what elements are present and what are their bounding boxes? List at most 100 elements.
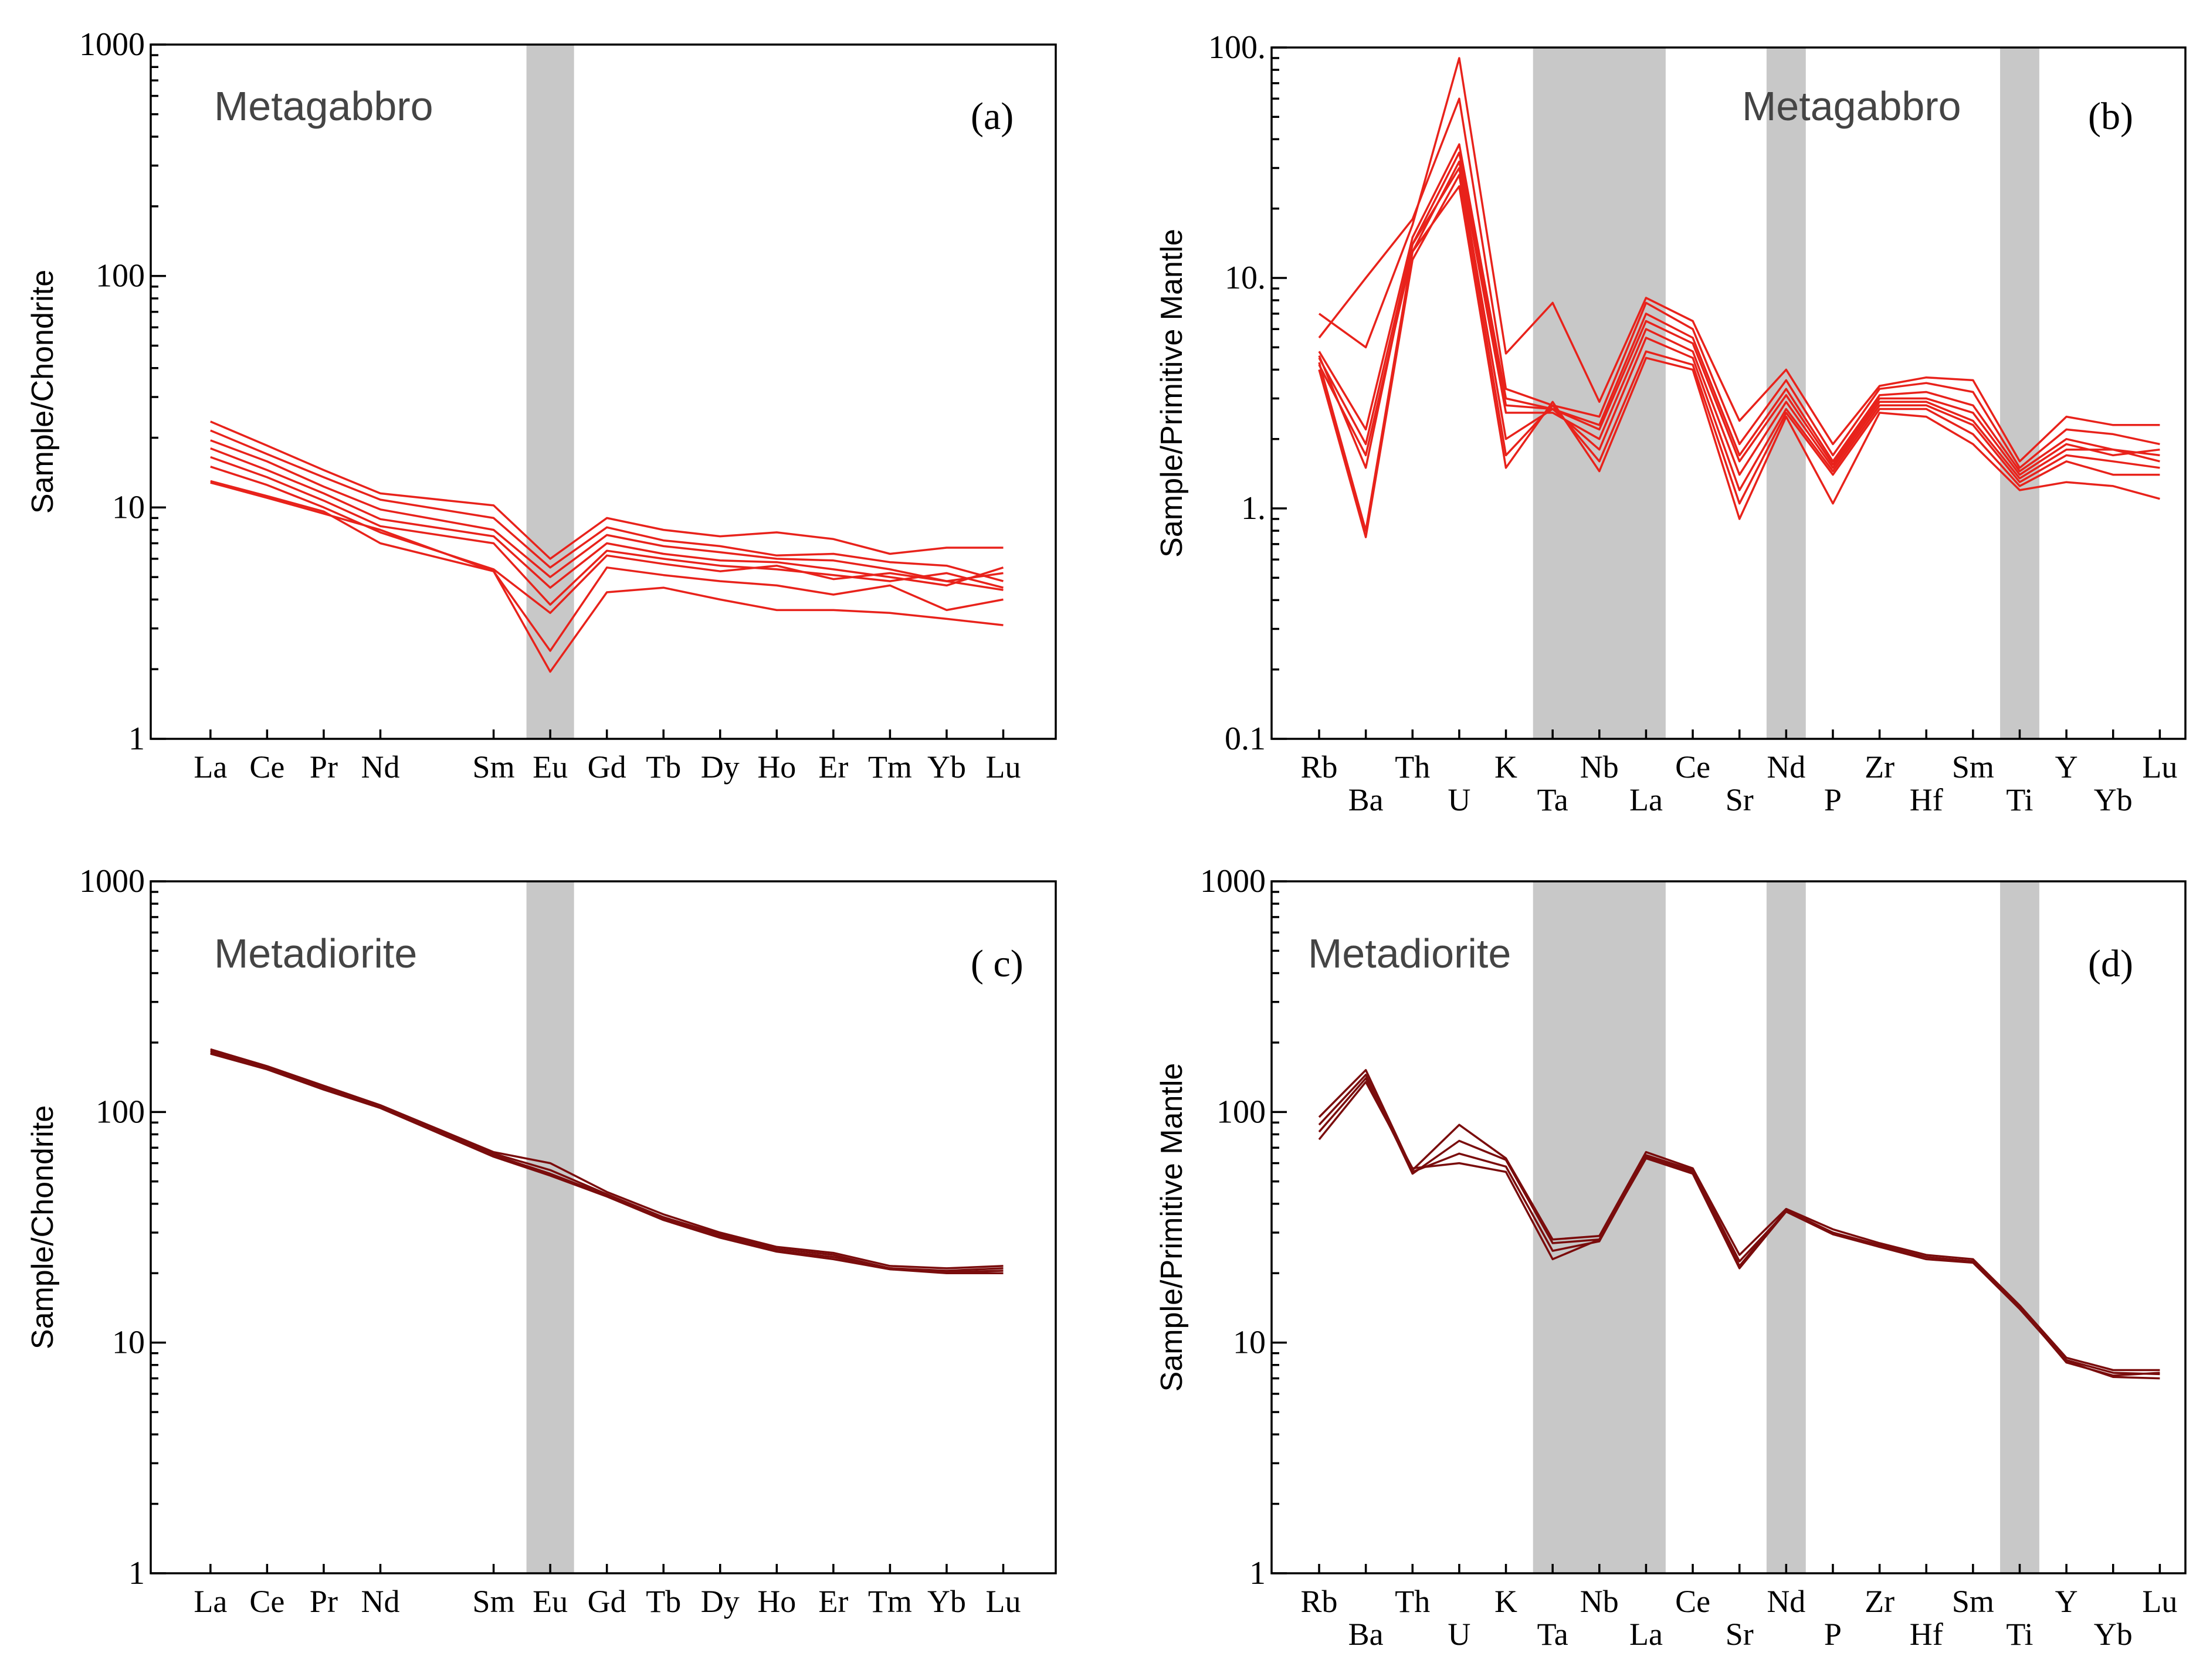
- series-line-s2: [1318, 97, 2160, 469]
- series-lines: [1318, 1069, 2160, 1380]
- x-tick-label-eu: Eu: [533, 1584, 568, 1619]
- series-line-s6: [210, 466, 1004, 615]
- highlight-bands: [1533, 881, 2039, 1573]
- plot-frame: [1270, 880, 2187, 1574]
- x-tick-label-lu: Lu: [2142, 1584, 2177, 1619]
- y-tick-label: 100: [96, 258, 145, 294]
- y-tick-label: 10: [112, 1325, 145, 1361]
- x-tick-label-pr: Pr: [310, 1584, 338, 1619]
- x-axis-ticks: La Ce Pr Nd Sm Eu Gd Tb Dy Ho Er Tm Yb Lu: [194, 1564, 1021, 1619]
- x-tick-label-ta: Ta: [1537, 1617, 1568, 1652]
- panel-label: (d): [2088, 942, 2133, 985]
- x-tick-label-sr: Sr: [1726, 1617, 1754, 1652]
- x-tick-label-k: K: [1494, 1584, 1517, 1619]
- y-tick-label: 1.: [1241, 490, 1266, 527]
- x-tick-label-ti: Ti: [2006, 1617, 2033, 1652]
- x-tick-label-gd: Gd: [588, 1584, 626, 1619]
- series-lines: [210, 1048, 1004, 1275]
- highlight-bands: [526, 45, 574, 739]
- y-tick-label: 10: [1233, 1325, 1266, 1361]
- y-tick-label: 1000: [79, 863, 145, 900]
- y-axis-ticks: 1 10 100 1000: [79, 26, 166, 757]
- series-line-s1: [1318, 57, 2160, 463]
- x-tick-label-ba: Ba: [1348, 782, 1384, 817]
- y-tick-label: 1000: [79, 26, 145, 63]
- x-axis-ticks: Rb Ba Th UK Ta Nb La Ce Sr Nd P Zr Hf Sm Ti Y Yb Lu: [1301, 1564, 2177, 1652]
- x-tick-label-u: U: [1448, 782, 1470, 817]
- x-tick-label-lu: Lu: [2142, 749, 2177, 785]
- x-tick-label-tm: Tm: [868, 1584, 912, 1619]
- x-tick-label-nd: Nd: [1767, 1584, 1805, 1619]
- rock-type-label: Metagabbro: [1742, 83, 1961, 129]
- panel-label: (b): [2088, 95, 2133, 138]
- series-line-s1: [1318, 1069, 2160, 1372]
- series-line-s8: [1318, 185, 2160, 532]
- rock-type-label: Metadiorite: [1308, 931, 1511, 976]
- y-tick-label: 100.: [1208, 29, 1266, 66]
- x-tick-label-ho: Ho: [757, 749, 796, 785]
- panel-label: ( c): [971, 942, 1023, 985]
- x-tick-label-y: Y: [2055, 749, 2078, 785]
- x-tick-label-dy: Dy: [701, 749, 740, 785]
- x-tick-label-sm: Sm: [473, 1584, 515, 1619]
- series-line-s4: [1318, 1081, 2160, 1380]
- x-tick-label-ti: Ti: [2006, 782, 2033, 817]
- highlight-band-nd: [1766, 47, 1806, 739]
- x-tick-label-rb: Rb: [1301, 1584, 1338, 1619]
- y-tick-label: 10: [112, 489, 145, 525]
- y-tick-label: 100: [96, 1094, 145, 1130]
- x-tick-label-la: La: [194, 1584, 227, 1619]
- series-line-s3: [1318, 143, 2160, 473]
- x-tick-label-ce: Ce: [1675, 1584, 1710, 1619]
- x-tick-label-nd: Nd: [361, 1584, 399, 1619]
- x-tick-label-ho: Ho: [757, 1584, 796, 1619]
- series-line-s5: [1318, 160, 2160, 480]
- x-tick-label-u: U: [1448, 1617, 1470, 1652]
- x-tick-label-yb: Yb: [2094, 782, 2133, 817]
- y-axis-label: Sample/Primitive Mantle: [1155, 229, 1189, 558]
- series-line-s3: [210, 1051, 1004, 1274]
- x-tick-label-lu: Lu: [986, 1584, 1021, 1619]
- panel-d-spider-metadiorite: 1 10 100 1000 Rb Ba Th UK Ta Nb La Ce Sr Nd P Zr Hf Sm Ti…: [1155, 863, 2187, 1652]
- x-tick-label-ce: Ce: [249, 749, 284, 785]
- y-axis-label: Sample/Chondrite: [26, 1105, 60, 1349]
- series-line-s4: [210, 447, 1004, 589]
- x-tick-label-tb: Tb: [646, 1584, 681, 1619]
- x-tick-label-eu: Eu: [533, 749, 568, 785]
- x-tick-label-k: K: [1494, 749, 1517, 785]
- y-tick-label: 1: [128, 721, 145, 757]
- x-tick-label-p: P: [1824, 782, 1842, 817]
- y-axis-label: Sample/Primitive Mantle: [1155, 1063, 1189, 1392]
- y-axis-ticks: 1 10 100 1000: [1200, 863, 1287, 1591]
- plot-frame: [150, 43, 1057, 740]
- plot-frame: [150, 880, 1057, 1574]
- x-tick-label-la: La: [194, 749, 227, 785]
- x-tick-label-zr: Zr: [1865, 749, 1894, 785]
- x-tick-label-la: La: [1629, 1617, 1663, 1652]
- series-line-s8: [210, 481, 1004, 673]
- x-tick-label-la: La: [1629, 782, 1663, 817]
- x-tick-label-th: Th: [1395, 749, 1430, 785]
- x-tick-label-p: P: [1824, 1617, 1842, 1652]
- rock-type-label: Metadiorite: [214, 931, 417, 976]
- highlight-band-eu: [526, 881, 574, 1573]
- x-tick-label-yb: Yb: [927, 1584, 966, 1619]
- panel-label: (a): [971, 95, 1014, 138]
- series-lines: [1318, 57, 2160, 538]
- y-tick-label: 0.1: [1225, 721, 1266, 757]
- y-axis-ticks: 1 10 100 1000: [79, 863, 166, 1591]
- series-line-s1: [210, 420, 1004, 560]
- x-tick-label-sm: Sm: [1952, 749, 1994, 785]
- y-tick-label: 1: [1249, 1555, 1266, 1591]
- x-tick-label-sm: Sm: [1952, 1584, 1994, 1619]
- series-line-s7: [210, 480, 1004, 652]
- x-tick-label-hf: Hf: [1910, 782, 1943, 817]
- x-tick-label-nd: Nd: [1767, 749, 1805, 785]
- x-tick-label-ba: Ba: [1348, 1617, 1384, 1652]
- highlight-band-ta: [1533, 47, 1666, 739]
- highlight-bands: [1533, 47, 2039, 739]
- x-tick-label-zr: Zr: [1865, 1584, 1894, 1619]
